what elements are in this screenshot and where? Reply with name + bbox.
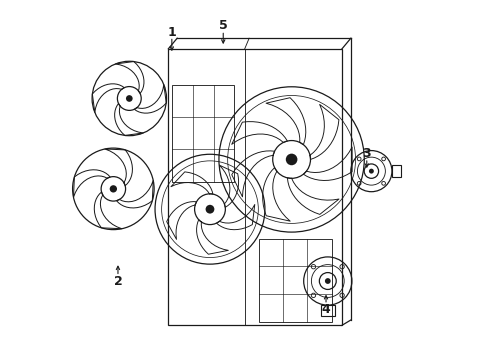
Circle shape: [205, 205, 214, 213]
Circle shape: [324, 278, 330, 284]
Bar: [171, 85, 234, 181]
Text: 2: 2: [113, 275, 122, 288]
Text: 4: 4: [321, 303, 330, 316]
Circle shape: [285, 154, 297, 165]
Circle shape: [126, 95, 132, 102]
Text: 5: 5: [219, 19, 227, 32]
Text: 1: 1: [167, 26, 176, 39]
Bar: [258, 239, 331, 322]
Bar: [168, 49, 341, 325]
Circle shape: [109, 185, 117, 193]
Circle shape: [368, 169, 373, 174]
Bar: [391, 165, 400, 177]
Bar: [320, 305, 334, 316]
Text: 3: 3: [362, 147, 370, 160]
